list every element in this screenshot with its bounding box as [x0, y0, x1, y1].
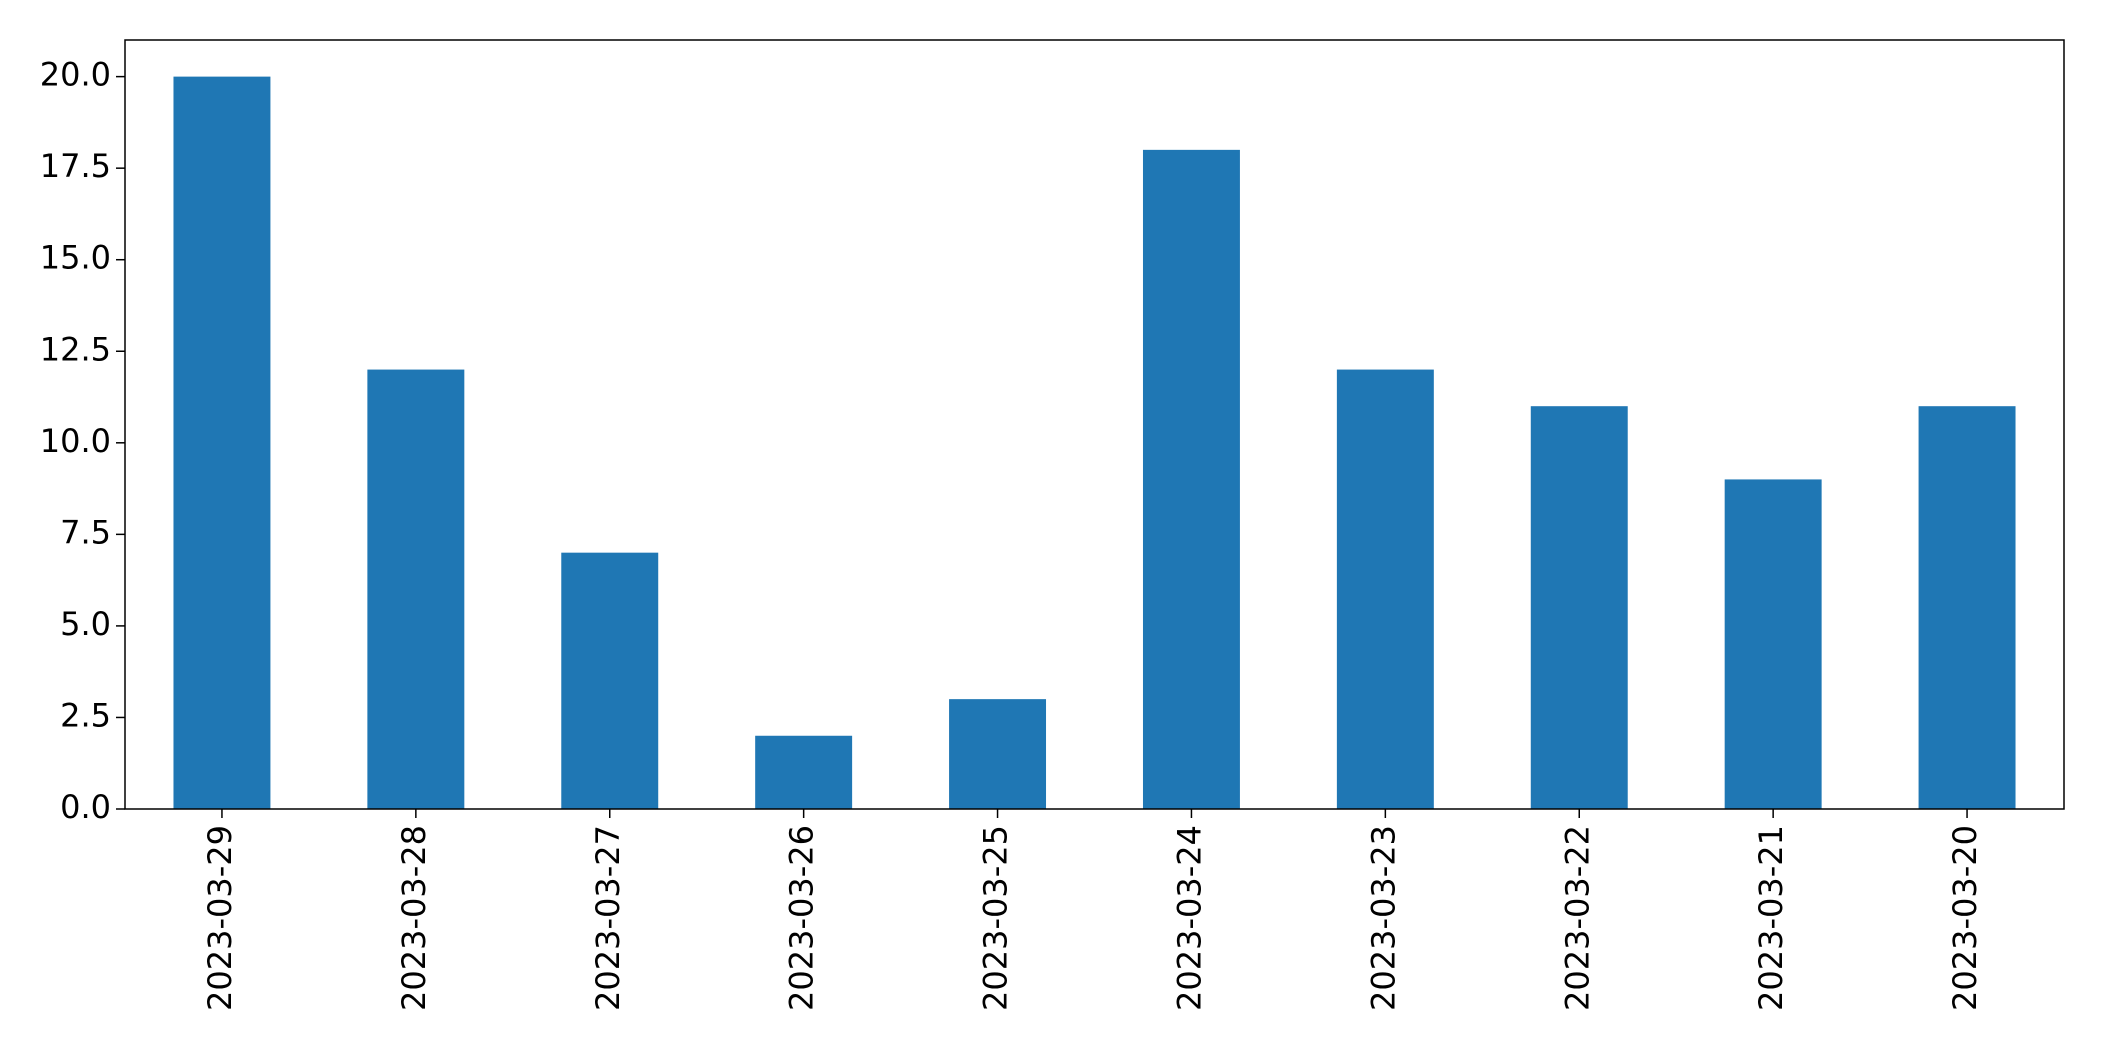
y-tick-label: 20.0 — [40, 56, 111, 94]
x-tick-label: 2023-03-28 — [395, 825, 433, 1011]
bar — [173, 76, 271, 810]
bar — [949, 699, 1047, 809]
plot-frame — [124, 39, 2065, 810]
x-tick-label: 2023-03-29 — [201, 825, 239, 1011]
bar — [1530, 406, 1628, 809]
x-tick-label: 2023-03-20 — [1946, 825, 1984, 1011]
y-tick-label: 12.5 — [40, 330, 111, 368]
x-tick-label: 2023-03-26 — [783, 825, 821, 1011]
x-tick-label: 2023-03-24 — [1170, 825, 1208, 1011]
y-tick-label: 15.0 — [40, 239, 111, 277]
y-tick-label: 0.0 — [60, 788, 111, 826]
y-tick-label: 5.0 — [60, 605, 111, 643]
x-tick-label: 2023-03-21 — [1752, 825, 1790, 1011]
bar — [755, 735, 853, 809]
bar — [367, 369, 465, 809]
y-tick-label: 2.5 — [60, 696, 111, 734]
y-tick-label: 10.0 — [40, 422, 111, 460]
bar — [1336, 369, 1434, 809]
y-tick-label: 17.5 — [40, 147, 111, 185]
bar — [561, 552, 659, 809]
x-tick-label: 2023-03-22 — [1558, 825, 1596, 1011]
x-tick-label: 2023-03-25 — [977, 825, 1015, 1011]
bar — [1142, 149, 1240, 809]
bar — [1724, 479, 1822, 809]
x-tick-label: 2023-03-23 — [1364, 825, 1402, 1011]
bar — [1918, 406, 2016, 809]
x-tick-label: 2023-03-27 — [589, 825, 627, 1011]
y-tick-label: 7.5 — [60, 513, 111, 551]
